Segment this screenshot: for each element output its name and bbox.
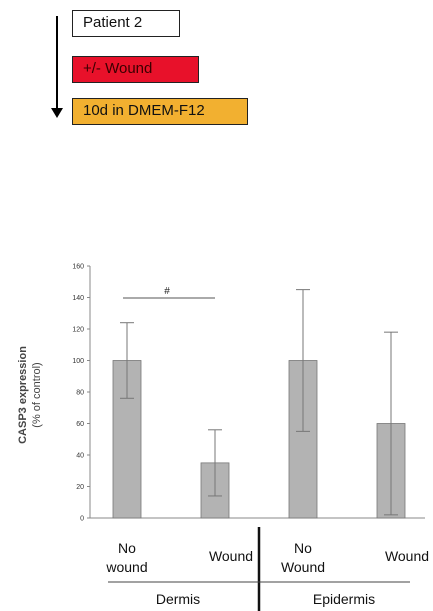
chart-bars: [112, 289, 406, 519]
y-axis-label-line1: CASP3 expression: [17, 346, 29, 444]
y-axis-label-line2: (% of control): [31, 362, 43, 427]
x-category-label-line2: Wound: [281, 559, 325, 575]
chart-labels: # No wound Wound No Wound Wound Dermis Epidermis: [105, 286, 429, 611]
significance-label: #: [164, 286, 170, 297]
y-tick-label: 120: [72, 327, 84, 334]
y-tick-label: 40: [76, 453, 84, 460]
x-category-label: Wound: [385, 548, 429, 564]
group-label: Epidermis: [313, 591, 375, 607]
y-tick-label: 60: [76, 421, 84, 428]
x-category-label: Wound: [209, 548, 253, 564]
protocol-step-patient: Patient 2: [72, 10, 180, 37]
timeline-arrow-line: [56, 16, 58, 114]
y-tick-label: 160: [72, 264, 84, 271]
chart-axes: 0 20 40 60 80 100 120 140 160: [72, 264, 425, 523]
x-category-label-line1: No: [118, 540, 136, 556]
y-tick-label: 0: [80, 516, 84, 523]
group-label: Dermis: [156, 591, 200, 607]
timeline-arrow-head: [51, 108, 63, 118]
protocol-step-culture: 10d in DMEM-F12: [72, 98, 248, 125]
x-category-label-line2: wound: [105, 559, 147, 575]
x-category-label-line1: No: [294, 540, 312, 556]
y-tick-label: 100: [72, 358, 84, 365]
protocol-step-wound: +/- Wound: [72, 56, 199, 83]
y-tick-label: 80: [76, 390, 84, 397]
y-tick-label: 20: [76, 484, 84, 491]
y-tick-label: 140: [72, 295, 84, 302]
